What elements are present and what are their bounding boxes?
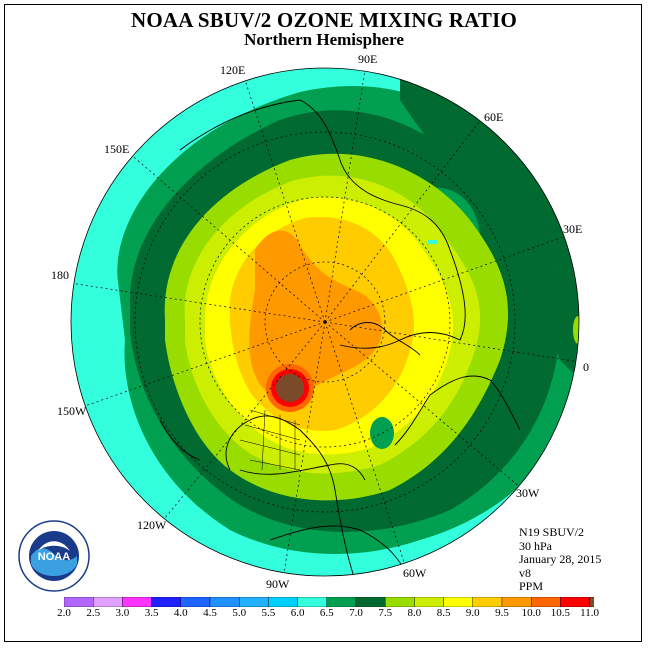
colorbar-tick-label: 9.5 [495,607,509,619]
map-border [70,67,580,577]
lon-label-90e: 90E [358,52,378,66]
colorbar-tick-label: 5.0 [232,607,247,619]
colorbar-swatch [531,597,561,607]
contour-dark-green-2 [400,68,579,390]
colorbar-tick-label: 5.5 [261,607,276,619]
contour-orange [249,230,383,399]
lon-label-0: 0 [583,360,589,374]
colorbar-swatch [93,597,123,607]
lon-label-30w: 30W [516,486,540,500]
colorbar-tick-label: 9.0 [465,607,480,619]
coastlines [159,99,521,576]
page-subtitle: Northern Hemisphere [244,30,404,49]
noaa-logo-text: NOAA [38,551,70,563]
lon-label-90w: 90W [266,577,290,591]
colorbar-tick-label: 10.5 [550,607,571,619]
colorbar-swatch [560,597,590,607]
colorbar-swatch [209,597,240,607]
figure-frame [4,4,642,642]
colorbar-tick-label: 4.5 [203,607,217,619]
colorbar-swatch [238,597,269,607]
colorbar-tick-label: 4.0 [173,607,188,619]
lon-label-150e: 150E [104,142,130,156]
info-block: N19 SBUV/2 30 hPa January 28, 2015 v8 PP… [519,525,602,594]
contour-lime-spot [573,316,579,344]
colorbar-tick-label: 10.0 [521,607,541,619]
lon-label-120w: 120W [137,518,167,532]
version-label: v8 [519,565,531,580]
colorbar-swatch [355,597,386,607]
contour-brown [276,374,304,402]
instrument-label: N19 SBUV/2 [519,525,585,539]
graticule [71,68,579,574]
colorbar-tick-label: 6.5 [319,607,334,619]
colorbar-tick-label: 11.0 [580,607,600,619]
colorbar-tick-label: 3.5 [144,607,159,619]
date-label: January 28, 2015 [519,552,602,566]
colorbar-swatch [501,597,532,607]
colorbar-swatch [297,597,328,607]
colorbar-swatch [385,597,415,607]
state-boundaries [239,409,301,471]
noaa-logo-icon: NOAA [18,520,90,592]
colorbar-swatch [151,597,181,607]
colorbar-swatch [268,597,298,607]
colorbar-tick-label: 6.0 [290,607,305,619]
colorbar-tick-label: 2.0 [57,607,71,619]
units-label: PPM [519,579,544,593]
page-title: NOAA SBUV/2 OZONE MIXING RATIO [131,8,517,32]
colorbar-swatch [443,597,474,607]
colorbar-swatch [180,597,211,607]
colorbar-tick-label: 7.5 [378,607,393,619]
contour-aqua-spot [428,240,438,244]
lon-label-30e: 30E [563,222,583,236]
colorbar-swatch [472,597,503,607]
colorbar-tick-label: 3.0 [115,607,130,619]
colorbar-swatch [64,597,94,607]
colorbar-swatch [122,597,152,607]
colorbar-swatch [589,597,594,607]
colorbar [64,597,594,607]
lon-label-150w: 150W [57,404,87,418]
colorbar-tick-label: 7.0 [349,607,363,619]
colorbar-tick-label: 8.5 [436,607,451,619]
lon-label-60e: 60E [484,110,504,124]
lon-label-120e: 120E [220,63,246,77]
colorbar-tick-label: 8.0 [407,607,422,619]
colorbar-tick-label: 2.5 [86,607,101,619]
lon-label-180: 180 [51,268,69,282]
colorbar-swatch [326,597,357,607]
pressure-label: 30 hPa [519,538,552,553]
colorbar-swatch [414,597,444,607]
lon-label-60w: 60W [403,566,427,580]
